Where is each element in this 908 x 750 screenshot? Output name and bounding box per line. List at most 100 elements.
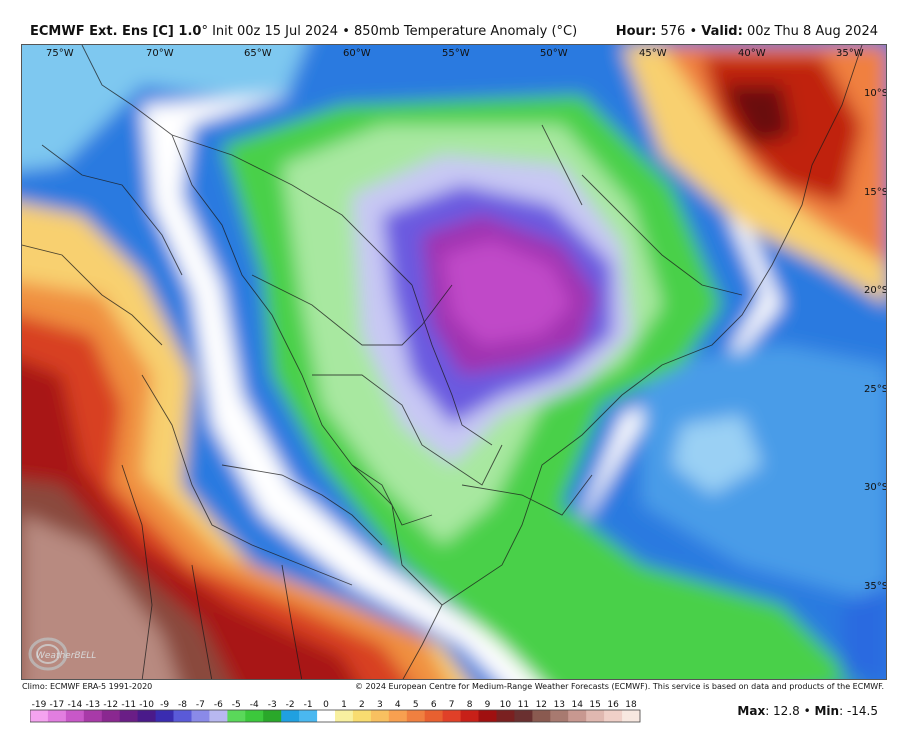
colorbar-swatch bbox=[317, 710, 336, 722]
colorbar: -19 -17 -14 -13 -12 -11 -10 -9 -8 -7 -6 -5 -4 -3 -2 -1 0… bbox=[30, 700, 641, 723]
colorbar-tick-label: -2 bbox=[286, 700, 295, 710]
colorbar-tick-label: -19 bbox=[32, 700, 47, 710]
lon-label: 65°W bbox=[244, 48, 272, 59]
colorbar-swatch bbox=[227, 710, 246, 722]
colorbar-tick-label: 6 bbox=[431, 700, 437, 710]
colorbar-swatch bbox=[83, 710, 103, 722]
colorbar-tick-label: 13 bbox=[554, 700, 565, 710]
colorbar-tick-label: -1 bbox=[304, 700, 313, 710]
colorbar-tick-label: 7 bbox=[449, 700, 455, 710]
lon-label: 35°W bbox=[836, 48, 864, 59]
lat-label: 15°S bbox=[864, 187, 887, 198]
hour-value: 576 • bbox=[656, 24, 702, 39]
colorbar-swatch bbox=[173, 710, 192, 722]
colorbar-swatch bbox=[137, 710, 156, 722]
colorbar-swatch bbox=[442, 710, 461, 722]
colorbar-swatch bbox=[352, 710, 372, 722]
colorbar-tick-label: -14 bbox=[68, 700, 83, 710]
colorbar-swatch bbox=[550, 710, 569, 722]
map-canvas: 75°W 70°W 65°W 60°W 55°W 50°W 45°W 40°W … bbox=[22, 45, 887, 679]
colorbar-swatch bbox=[388, 710, 408, 722]
anomaly-field bbox=[22, 45, 886, 679]
lon-label: 50°W bbox=[540, 48, 568, 59]
colorbar-tick-label: -6 bbox=[214, 700, 223, 710]
colorbar-tick-label: 3 bbox=[377, 700, 383, 710]
anomaly-map: 75°W 70°W 65°W 60°W 55°W 50°W 45°W 40°W … bbox=[21, 44, 887, 680]
lon-label: 55°W bbox=[442, 48, 470, 59]
max-min-readout: Max: 12.8 • Min: -14.5 bbox=[737, 704, 878, 718]
colorbar-tick-label: 8 bbox=[467, 700, 473, 710]
colorbar-tick-label: -3 bbox=[268, 700, 277, 710]
map-title: ECMWF Ext. Ens [C] 1.0° Init 00z 15 Jul … bbox=[30, 24, 577, 39]
min-label: Min bbox=[814, 704, 840, 718]
colorbar-tick-label: 10 bbox=[500, 700, 512, 710]
hour-label: Hour: bbox=[615, 24, 657, 39]
degree-symbol: ° bbox=[201, 24, 208, 39]
colorbar-swatch bbox=[65, 710, 85, 722]
max-label: Max bbox=[737, 704, 766, 718]
colorbar-tick-label: 2 bbox=[359, 700, 365, 710]
colorbar-swatch bbox=[532, 710, 551, 722]
colorbar-swatch bbox=[263, 710, 282, 722]
valid-time: Hour: 576 • Valid: 00z Thu 8 Aug 2024 bbox=[616, 24, 878, 39]
colorbar-tick-label: 5 bbox=[413, 700, 419, 710]
copyright-note: © 2024 European Centre for Medium-Range … bbox=[355, 682, 884, 691]
colorbar-swatch bbox=[245, 710, 264, 722]
lat-label: 35°S bbox=[864, 581, 887, 592]
colorbar-swatch bbox=[119, 710, 139, 722]
colorbar-tick-label: -9 bbox=[160, 700, 169, 710]
colorbar-swatch bbox=[568, 710, 587, 722]
colorbar-tick-label: 4 bbox=[395, 700, 401, 710]
lat-label: 30°S bbox=[864, 482, 887, 493]
colorbar-tick-label: -12 bbox=[103, 700, 118, 710]
colorbar-tick-label: 9 bbox=[485, 700, 491, 710]
colorbar-swatch bbox=[191, 710, 210, 722]
colorbar-tick-label: -13 bbox=[85, 700, 100, 710]
colorbar-tick-label: 18 bbox=[625, 700, 637, 710]
colorbar-swatch bbox=[47, 710, 67, 722]
colorbar-swatch bbox=[514, 710, 533, 722]
svg-text:WeatherBELL: WeatherBELL bbox=[36, 651, 96, 661]
colorbar-tick-label: 11 bbox=[518, 700, 529, 710]
latitude-labels: 10°S 15°S 20°S 25°S 30°S 35°S bbox=[864, 88, 887, 592]
colorbar-swatch bbox=[101, 710, 121, 722]
model-name: ECMWF Ext. Ens [C] 1.0 bbox=[30, 24, 202, 39]
colorbar-tick-label: 1 bbox=[341, 700, 347, 710]
longitude-labels: 75°W 70°W 65°W 60°W 55°W 50°W 45°W 40°W … bbox=[46, 48, 864, 59]
colorbar-swatch bbox=[299, 710, 318, 722]
colorbar-swatch bbox=[586, 710, 605, 722]
min-value: : -14.5 bbox=[839, 704, 878, 718]
lon-label: 45°W bbox=[639, 48, 667, 59]
colorbar-tick-label: -11 bbox=[121, 700, 136, 710]
colorbar-swatch bbox=[370, 710, 390, 722]
colorbar-tick-label: -10 bbox=[139, 700, 154, 710]
colorbar-swatch bbox=[496, 710, 515, 722]
lon-label: 40°W bbox=[738, 48, 766, 59]
colorbar-swatch bbox=[622, 710, 641, 722]
colorbar-tick-label: 14 bbox=[571, 700, 583, 710]
colorbar-swatch bbox=[406, 710, 426, 722]
valid-value: 00z Thu 8 Aug 2024 bbox=[742, 24, 878, 39]
valid-label: Valid: bbox=[701, 24, 743, 39]
colorbar-swatch bbox=[460, 710, 479, 722]
colorbar-swatch bbox=[424, 710, 444, 722]
colorbar-tick-label: -5 bbox=[232, 700, 241, 710]
colorbar-swatch bbox=[604, 710, 623, 722]
colorbar-tick-label: -7 bbox=[196, 700, 205, 710]
colorbar-swatch bbox=[30, 710, 49, 722]
colorbar-tick-label: -4 bbox=[250, 700, 259, 710]
borders bbox=[22, 45, 863, 679]
max-value: : 12.8 • bbox=[765, 704, 815, 718]
colorbar-swatch bbox=[281, 710, 300, 722]
colorbar-tick-label: 15 bbox=[589, 700, 600, 710]
colorbar-tick-label: 12 bbox=[536, 700, 547, 710]
climo-note: Climo: ECMWF ERA-5 1991-2020 bbox=[22, 682, 153, 691]
colorbar-swatch bbox=[209, 710, 228, 722]
lon-label: 60°W bbox=[343, 48, 371, 59]
lat-label: 20°S bbox=[864, 285, 887, 296]
colorbar-swatch bbox=[155, 710, 174, 722]
colorbar-tick-label: 16 bbox=[607, 700, 619, 710]
init-text: Init 00z 15 Jul 2024 • 850mb Temperature… bbox=[207, 24, 578, 39]
colorbar-frame bbox=[30, 709, 641, 723]
colorbar-swatch bbox=[335, 710, 354, 722]
